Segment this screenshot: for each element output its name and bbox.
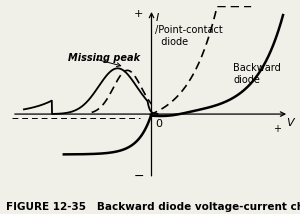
Text: −: − (134, 169, 144, 183)
Text: 0: 0 (155, 119, 163, 129)
Text: Missing peak: Missing peak (68, 53, 140, 62)
Text: $I$: $I$ (155, 11, 160, 23)
Text: $V$: $V$ (286, 116, 296, 128)
Text: FIGURE 12-35   Backward diode voltage-current characteristic.: FIGURE 12-35 Backward diode voltage-curr… (6, 202, 300, 212)
Text: Backward
diode: Backward diode (233, 63, 281, 85)
Text: +: + (134, 9, 143, 19)
Text: /Point-contact
  diode: /Point-contact diode (155, 25, 223, 47)
Text: +: + (273, 124, 281, 134)
